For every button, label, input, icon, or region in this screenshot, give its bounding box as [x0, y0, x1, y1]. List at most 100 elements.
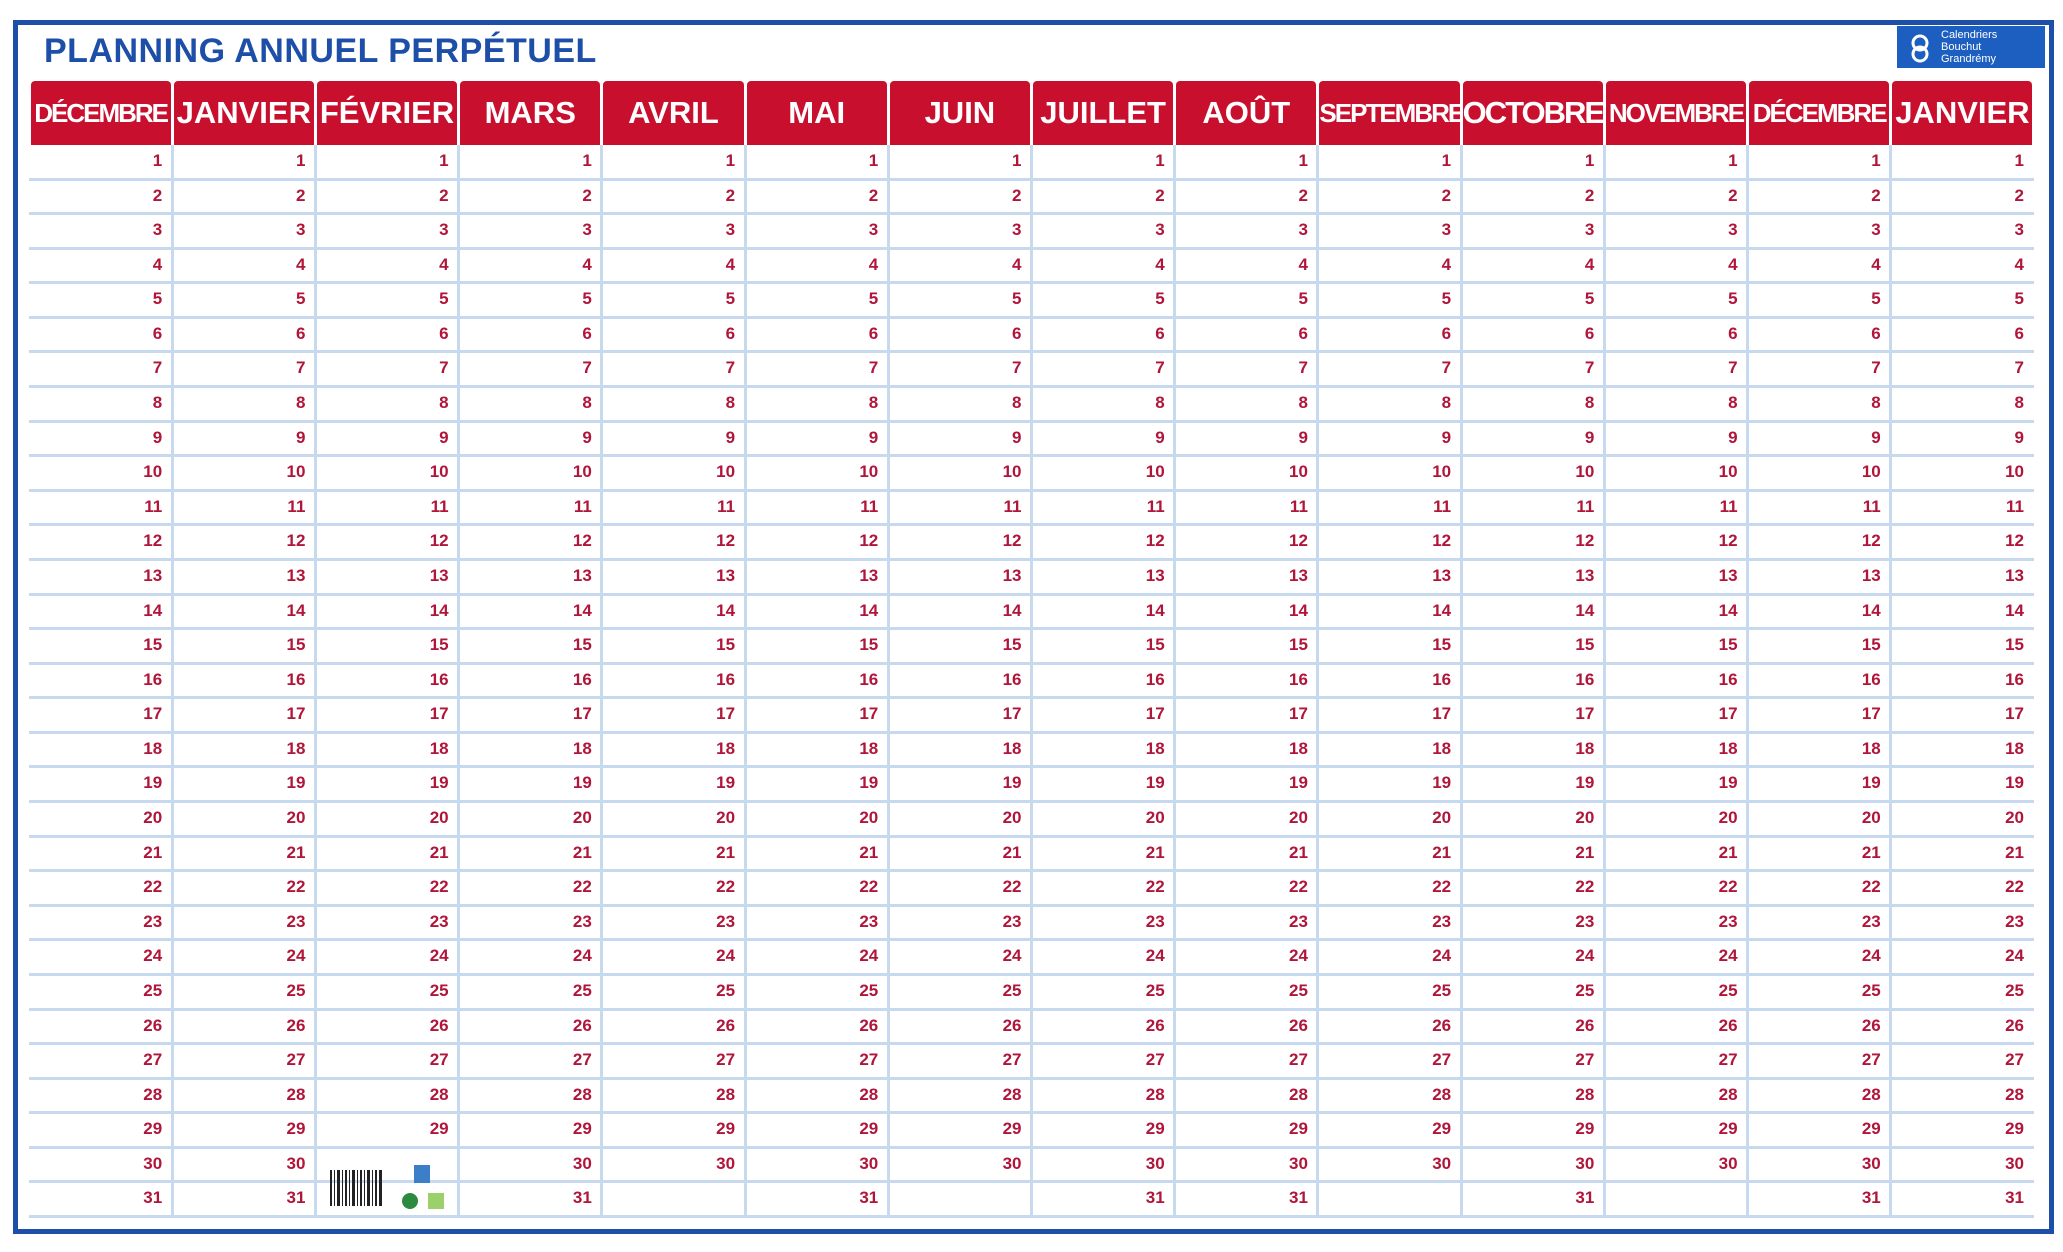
row-line	[29, 281, 2034, 285]
day-number: 28	[1575, 1084, 1595, 1104]
day-number: 20	[1575, 808, 1595, 828]
day-number: 8	[439, 393, 449, 413]
day-number: 29	[429, 1119, 449, 1139]
row-line	[29, 1215, 2034, 1218]
day-number: 20	[1145, 808, 1165, 828]
day-number: 4	[2014, 254, 2024, 274]
day-number: 4	[1871, 254, 1881, 274]
day-number: 13	[1718, 565, 1738, 585]
column-divider	[1459, 145, 1463, 1217]
day-number: 3	[152, 220, 163, 240]
day-number: 1	[152, 151, 163, 170]
day-number: 28	[716, 1084, 736, 1104]
day-number: 22	[572, 877, 592, 897]
day-number: 14	[143, 600, 163, 620]
day-number: 23	[1718, 911, 1738, 931]
day-number: 20	[429, 808, 449, 828]
day-number: 23	[429, 911, 449, 931]
frame	[13, 20, 2054, 1234]
day-number: 28	[1145, 1084, 1165, 1104]
day-number: 26	[859, 1015, 879, 1035]
day-number: 18	[1002, 738, 1022, 758]
day-number: 13	[572, 565, 592, 585]
day-number: 15	[1288, 635, 1308, 655]
day-number: 31	[286, 1188, 306, 1208]
day-number: 27	[1575, 1050, 1595, 1070]
day-number: 8	[1584, 393, 1595, 413]
day-number: 23	[1575, 911, 1595, 931]
day-number: 28	[1718, 1084, 1738, 1104]
day-number: 19	[286, 773, 306, 793]
day-number: 15	[1145, 635, 1165, 655]
day-number: 17	[1718, 704, 1738, 724]
day-number: 9	[295, 427, 306, 447]
day-number: 2	[1441, 185, 1452, 205]
day-number: 12	[143, 531, 163, 551]
row-line	[29, 938, 2034, 942]
row-line	[29, 661, 2034, 665]
day-number: 9	[1298, 427, 1308, 447]
day-number: 18	[1288, 738, 1308, 758]
day-number: 13	[1432, 565, 1452, 585]
day-number: 5	[1298, 289, 1308, 309]
day-number: 17	[2005, 704, 2024, 724]
day-number: 14	[716, 600, 736, 620]
day-number: 7	[725, 358, 736, 378]
day-number: 16	[1145, 669, 1165, 689]
day-number: 12	[1575, 531, 1595, 551]
day-number: 10	[1002, 462, 1022, 482]
column-divider	[1173, 145, 1177, 1217]
day-number: 2	[1584, 185, 1595, 205]
day-number: 2	[725, 185, 736, 205]
month-header: SEPTEMBRE	[1319, 81, 1460, 145]
day-number: 5	[868, 289, 879, 309]
day-number: 12	[429, 531, 449, 551]
day-number: 3	[2014, 220, 2024, 240]
day-number: 4	[868, 254, 879, 274]
day-number: 6	[725, 323, 736, 343]
day-number: 16	[1861, 669, 1881, 689]
day-number: 9	[1584, 427, 1595, 447]
row-line	[29, 1042, 2034, 1046]
day-number: 25	[1575, 980, 1595, 1000]
day-number: 24	[1288, 946, 1308, 966]
row-line	[29, 800, 2034, 804]
day-number: 9	[1441, 427, 1452, 447]
day-number: 29	[1288, 1119, 1308, 1139]
day-number: 14	[1288, 600, 1308, 620]
day-number: 20	[572, 808, 592, 828]
day-number: 28	[1002, 1084, 1022, 1104]
day-number: 28	[572, 1084, 592, 1104]
day-number: 25	[286, 980, 306, 1000]
day-number: 31	[1575, 1188, 1595, 1208]
day-number: 22	[1002, 877, 1022, 897]
day-number: 2	[582, 185, 592, 205]
day-number: 11	[717, 496, 736, 516]
day-number: 23	[1002, 911, 1022, 931]
logo-icon	[1911, 34, 1929, 63]
day-number: 19	[2005, 773, 2024, 793]
barcode	[330, 1170, 382, 1206]
day-number: 11	[1862, 496, 1881, 516]
month-header: DÉCEMBRE	[1749, 81, 1890, 145]
day-number: 13	[859, 565, 879, 585]
day-number: 24	[1718, 946, 1738, 966]
day-number: 14	[2005, 600, 2024, 620]
day-number: 22	[1575, 877, 1595, 897]
day-number: 10	[1432, 462, 1452, 482]
day-number: 29	[1861, 1119, 1881, 1139]
day-number: 12	[286, 531, 306, 551]
row-line	[29, 350, 2034, 354]
day-number: 21	[1575, 842, 1595, 862]
day-number: 8	[725, 393, 736, 413]
eco-logos	[402, 1165, 444, 1209]
row-line	[29, 627, 2034, 631]
row-line	[29, 1007, 2034, 1011]
day-number: 15	[1002, 635, 1022, 655]
day-number: 30	[1575, 1153, 1595, 1173]
day-number: 28	[1288, 1084, 1308, 1104]
day-number: 7	[582, 358, 592, 378]
column-divider	[743, 145, 747, 1217]
day-number: 14	[1861, 600, 1881, 620]
day-number: 7	[1441, 358, 1452, 378]
